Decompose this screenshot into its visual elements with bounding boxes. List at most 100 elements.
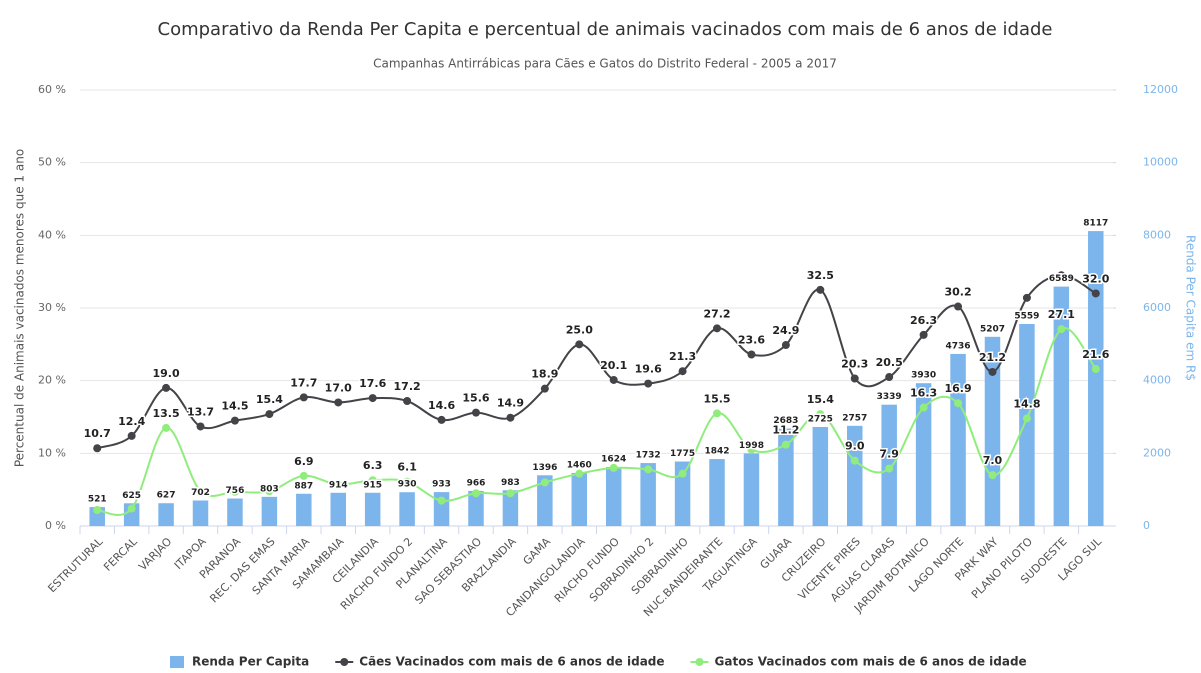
point-marker [781, 341, 790, 350]
point-marker [299, 471, 308, 480]
line-value-label: 18.9 [531, 368, 558, 381]
point-marker [265, 410, 274, 419]
legend-label: Renda Per Capita [192, 655, 309, 669]
y-tick-label: 60 % [38, 83, 66, 96]
point-marker [265, 487, 274, 496]
line-value-label: 7.9 [879, 448, 899, 461]
point-marker [747, 445, 756, 454]
point-marker [93, 506, 102, 515]
bar [227, 498, 243, 526]
point-marker [127, 431, 136, 440]
line-value-label: 13.7 [187, 405, 214, 418]
line-value-label: 14.5 [221, 400, 248, 413]
point-marker [1022, 414, 1031, 423]
point-marker [816, 285, 825, 294]
legend: Renda Per Capita Cães Vacinados com mais … [170, 655, 1027, 669]
bar-value-label: 930 [398, 480, 417, 490]
point-marker [230, 416, 239, 425]
bar [571, 472, 588, 526]
bar [709, 459, 725, 526]
bar-value-label: 5207 [980, 324, 1005, 334]
bar-value-label: 983 [501, 478, 520, 488]
point-marker [1091, 365, 1100, 374]
bar-value-label: 1998 [739, 441, 764, 451]
legend-item[interactable]: Cães Vacinados com mais de 6 anos de ida… [335, 655, 665, 669]
point-marker [609, 375, 618, 384]
y-tick-label: 0 % [45, 519, 66, 532]
line-value-label: 23.6 [738, 334, 765, 347]
line [97, 327, 1097, 516]
line [96, 274, 1097, 450]
point-marker [471, 408, 480, 417]
bar [812, 426, 829, 526]
point-marker [919, 330, 928, 339]
legend-item[interactable]: Renda Per Capita [170, 655, 309, 669]
bar [261, 496, 278, 526]
point-marker [575, 340, 584, 349]
bar [743, 453, 760, 526]
bar-value-label: 3930 [911, 371, 936, 381]
point-marker [196, 487, 205, 496]
bar-value-label: 914 [329, 480, 348, 490]
chart-subtitle: Campanhas Antirrábicas para Cães e Gatos… [373, 57, 837, 71]
point-marker [437, 496, 446, 505]
line-value-label: 20.1 [600, 359, 627, 372]
bar-value-label: 1732 [636, 451, 661, 461]
bar [192, 500, 209, 526]
y-tick-label: 20 % [38, 374, 66, 387]
bar [674, 461, 691, 526]
bar-value-label: 1842 [704, 447, 729, 457]
bar [950, 353, 966, 526]
line-value-label: 19.6 [635, 363, 662, 376]
point-marker [850, 374, 859, 383]
point-marker [747, 350, 756, 359]
point-marker [1022, 293, 1031, 302]
line-value-label: 21.3 [669, 350, 696, 363]
point-marker [850, 456, 859, 465]
line-value-label: 14.6 [428, 399, 455, 412]
legend-label: Gatos Vacinados com mais de 6 anos de id… [715, 655, 1027, 669]
y-tick-label: 30 % [38, 301, 66, 314]
legend-item[interactable]: Gatos Vacinados com mais de 6 anos de id… [690, 655, 1027, 669]
bar [847, 425, 863, 526]
line-value-label: 15.4 [807, 393, 834, 406]
point-marker [471, 489, 480, 498]
bar-value-label: 887 [294, 481, 313, 491]
bar [915, 383, 932, 526]
y2-tick-label: 8000 [1143, 228, 1171, 241]
point-marker [713, 409, 722, 418]
y2-tick-label: 10000 [1143, 156, 1178, 169]
bar [1019, 324, 1035, 526]
line-value-label: 7.0 [983, 454, 1003, 467]
bar [537, 475, 553, 526]
bar [605, 466, 622, 526]
y2-tick-label: 0 [1143, 519, 1150, 532]
bar-value-label: 1396 [532, 463, 557, 473]
line-value-label: 20.3 [841, 357, 868, 370]
point-marker [678, 367, 687, 376]
y2-tick-label: 4000 [1143, 374, 1171, 387]
point-marker [713, 324, 722, 333]
bar-value-label: 803 [260, 484, 279, 494]
bar-value-label: 8117 [1083, 219, 1108, 229]
bar [158, 503, 174, 526]
x-tick-label: ESTRUTURAL [45, 534, 106, 595]
point-marker [334, 398, 343, 407]
line-value-label: 21.6 [1082, 348, 1109, 361]
line-value-label: 32.5 [807, 269, 834, 282]
bar-value-label: 2725 [808, 414, 833, 424]
point-marker [885, 464, 894, 473]
bar [399, 492, 415, 526]
line-value-label: 17.2 [394, 380, 421, 393]
line-value-label: 10.7 [84, 427, 111, 440]
line-value-label: 11.2 [772, 424, 799, 437]
line-value-label: 17.0 [325, 381, 352, 394]
point-marker [334, 480, 343, 489]
point-marker [1091, 289, 1100, 298]
bar-value-label: 1624 [601, 454, 626, 464]
point-marker [196, 422, 205, 431]
line-value-label: 16.3 [910, 387, 937, 400]
chart-title: Comparativo da Renda Per Capita e percen… [158, 19, 1053, 40]
line-value-label: 30.2 [944, 286, 971, 299]
point-marker [506, 489, 515, 498]
